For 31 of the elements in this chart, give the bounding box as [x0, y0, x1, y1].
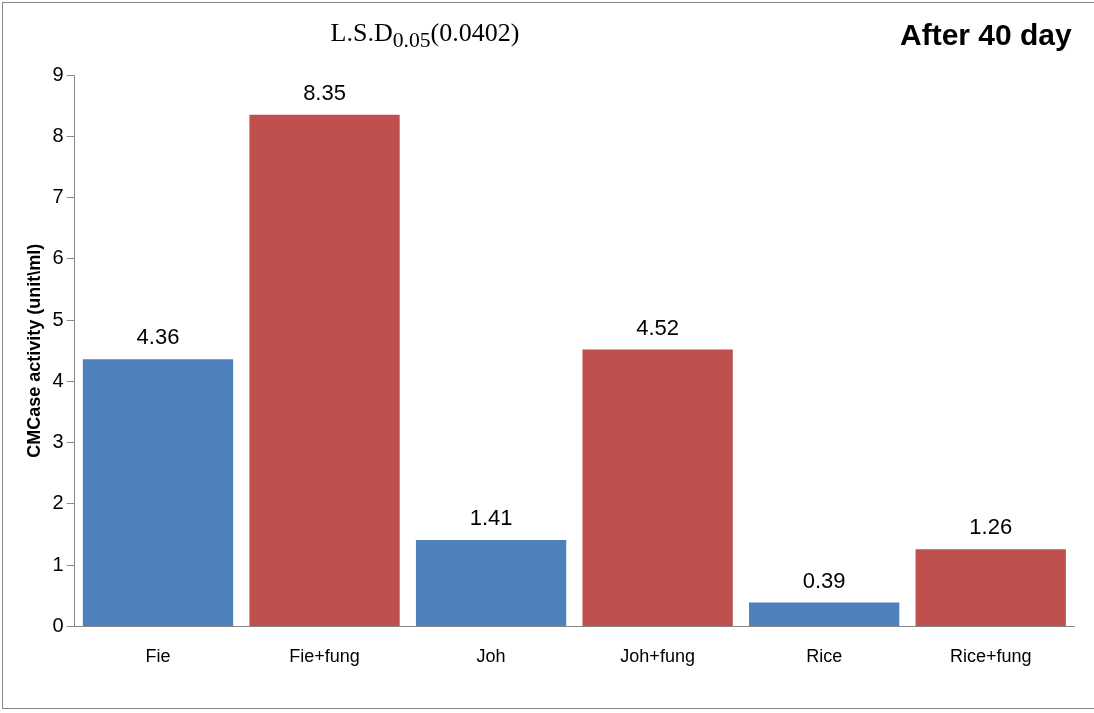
y-axis-title: CMCase activity (unit\ml) — [23, 243, 44, 458]
bar — [415, 540, 567, 626]
bar — [249, 114, 400, 626]
data-label: 1.41 — [469, 505, 513, 531]
x-tick-label: Joh+fung — [620, 646, 695, 667]
y-tick-label: 4 — [52, 368, 64, 391]
y-tick-label: 6 — [52, 246, 64, 269]
y-tick-label: 9 — [52, 62, 64, 85]
bar — [82, 359, 234, 626]
y-tick-label: 5 — [52, 307, 64, 330]
x-tick-label: Rice — [806, 646, 843, 667]
y-tick-label: 3 — [52, 430, 64, 453]
y-tick-label: 2 — [52, 491, 64, 514]
data-label: 4.36 — [136, 324, 180, 350]
y-tick-label: 1 — [52, 552, 64, 575]
data-label: 8.35 — [303, 79, 346, 105]
x-tick-label: Rice+fung — [949, 646, 1032, 667]
x-tick-label: Fie+fung — [289, 646, 360, 667]
x-tick-label: Joh — [476, 646, 506, 667]
y-tick-label: 8 — [52, 123, 64, 146]
y-tick-label: 7 — [52, 185, 64, 208]
x-tick-label: Fie — [145, 646, 171, 667]
text: L.S.D$_{0.05}$(0.0402) — [329, 18, 521, 54]
bar — [582, 349, 733, 626]
data-label: 4.52 — [636, 314, 680, 340]
y-tick-label: 0 — [52, 613, 64, 636]
chart-title: After 40 day — [900, 18, 1072, 52]
data-label: 1.26 — [969, 514, 1013, 540]
bar — [749, 602, 900, 626]
data-label: 0.39 — [802, 567, 846, 593]
bar — [915, 549, 1066, 626]
